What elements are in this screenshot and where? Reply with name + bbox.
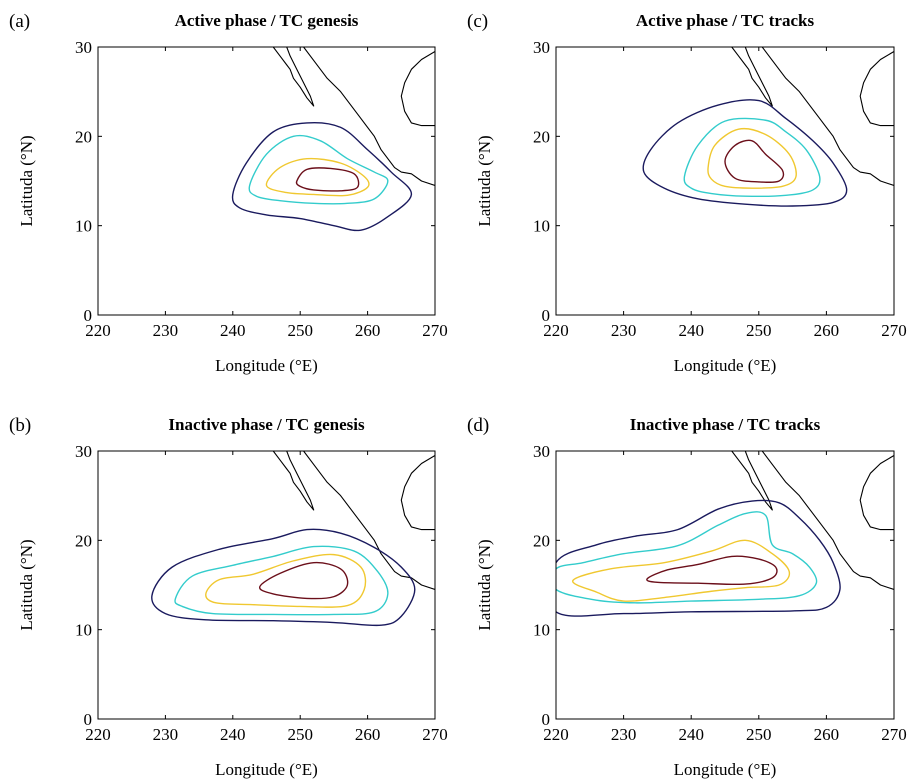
y-tick-label: 0 bbox=[542, 306, 551, 325]
density-contour-2 bbox=[175, 546, 388, 614]
x-tick-label: 230 bbox=[153, 725, 179, 744]
x-tick-label: 240 bbox=[220, 725, 246, 744]
coastline-yucatan bbox=[401, 455, 435, 529]
y-tick-label: 0 bbox=[542, 710, 551, 729]
x-tick-label: 240 bbox=[678, 321, 704, 340]
y-tick-label: 30 bbox=[533, 442, 550, 461]
panel-title: Active phase / TC genesis bbox=[175, 11, 359, 30]
x-axis-label: Longitude (°E) bbox=[215, 760, 318, 779]
panel-title: Active phase / TC tracks bbox=[636, 11, 815, 30]
coastline-mainland bbox=[304, 47, 435, 185]
coastline-yucatan bbox=[860, 51, 894, 125]
plot-area-a bbox=[233, 47, 435, 230]
y-tick-label: 10 bbox=[75, 621, 92, 640]
y-tick-label: 30 bbox=[75, 38, 92, 57]
x-axis-label: Longitude (°E) bbox=[215, 356, 318, 375]
y-axis-label: Latituda (°N) bbox=[17, 539, 36, 630]
panel-title: Inactive phase / TC tracks bbox=[630, 415, 821, 434]
plot-area-b bbox=[152, 451, 435, 625]
density-contour-2 bbox=[249, 136, 388, 204]
density-contour-4 bbox=[296, 168, 358, 191]
coastline-mainland bbox=[762, 451, 894, 589]
y-tick-label: 20 bbox=[75, 127, 92, 146]
x-tick-label: 230 bbox=[153, 321, 179, 340]
coastline-baja-peninsula bbox=[273, 451, 313, 510]
density-contour-3 bbox=[206, 554, 366, 607]
x-tick-label: 250 bbox=[746, 321, 772, 340]
plot-frame bbox=[556, 451, 894, 719]
y-tick-label: 10 bbox=[533, 217, 550, 236]
panel-title: Inactive phase / TC genesis bbox=[168, 415, 365, 434]
density-contour-4 bbox=[647, 556, 777, 584]
coastline-yucatan bbox=[401, 51, 435, 125]
coastline-baja-peninsula bbox=[273, 47, 313, 106]
y-tick-label: 0 bbox=[84, 306, 93, 325]
y-axis-label: Latituda (°N) bbox=[17, 135, 36, 226]
x-tick-label: 260 bbox=[814, 725, 840, 744]
x-tick-label: 240 bbox=[220, 321, 246, 340]
y-tick-label: 20 bbox=[75, 531, 92, 550]
x-tick-label: 260 bbox=[814, 321, 840, 340]
y-tick-label: 0 bbox=[84, 710, 93, 729]
y-tick-label: 20 bbox=[533, 531, 550, 550]
y-tick-label: 30 bbox=[75, 442, 92, 461]
coastline-baja-peninsula bbox=[732, 47, 773, 106]
x-tick-label: 270 bbox=[881, 725, 907, 744]
coastline-mainland bbox=[304, 451, 435, 589]
plot-frame bbox=[98, 47, 435, 315]
plot-area-d bbox=[549, 451, 894, 616]
x-axis-label: Longitude (°E) bbox=[674, 760, 777, 779]
panel-letter: (c) bbox=[467, 11, 488, 32]
x-tick-label: 250 bbox=[287, 321, 313, 340]
y-axis-label: Latituda (°N) bbox=[475, 539, 494, 630]
y-axis-label: Latituda (°N) bbox=[475, 135, 494, 226]
x-tick-label: 260 bbox=[355, 725, 381, 744]
x-tick-label: 230 bbox=[611, 725, 637, 744]
x-tick-label: 270 bbox=[881, 321, 907, 340]
plot-frame bbox=[98, 451, 435, 719]
x-tick-label: 260 bbox=[355, 321, 381, 340]
panel-letter: (d) bbox=[467, 415, 489, 436]
y-tick-label: 30 bbox=[533, 38, 550, 57]
density-contour-4 bbox=[725, 140, 783, 182]
density-contour-3 bbox=[708, 129, 796, 188]
y-tick-label: 10 bbox=[75, 217, 92, 236]
x-axis-label: Longitude (°E) bbox=[674, 356, 777, 375]
x-tick-label: 250 bbox=[287, 725, 313, 744]
density-contour-3 bbox=[573, 540, 790, 601]
coastline-yucatan bbox=[860, 455, 894, 529]
panel-letter: (b) bbox=[9, 415, 31, 436]
x-tick-label: 230 bbox=[611, 321, 637, 340]
x-tick-label: 250 bbox=[746, 725, 772, 744]
y-tick-label: 10 bbox=[533, 621, 550, 640]
x-tick-label: 270 bbox=[422, 321, 448, 340]
x-tick-label: 240 bbox=[678, 725, 704, 744]
density-contour-1 bbox=[643, 100, 847, 206]
x-tick-label: 270 bbox=[422, 725, 448, 744]
y-tick-label: 20 bbox=[533, 127, 550, 146]
panel-letter: (a) bbox=[9, 11, 30, 32]
density-contour-1 bbox=[549, 500, 840, 616]
plot-area-c bbox=[643, 47, 894, 206]
